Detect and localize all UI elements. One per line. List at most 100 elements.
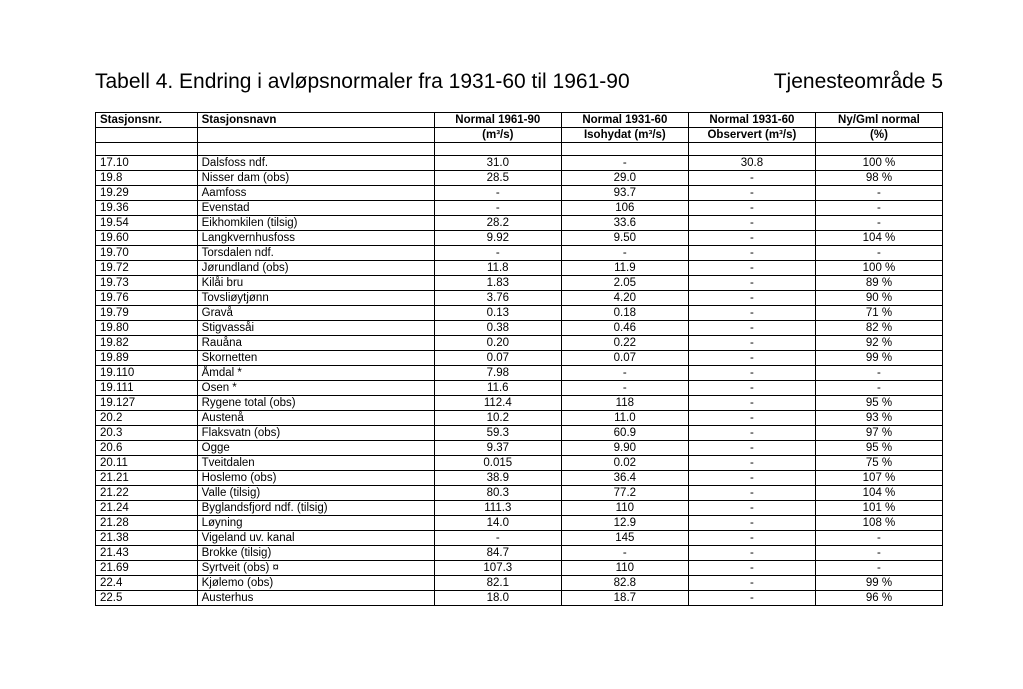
cell-nr: 19.79 <box>96 306 198 321</box>
cell-name: Skornetten <box>197 351 434 366</box>
cell-pct: - <box>815 366 942 381</box>
cell-n6190: 28.5 <box>434 171 561 186</box>
cell-nr: 19.60 <box>96 231 198 246</box>
cell-obs: - <box>688 291 815 306</box>
cell-obs: - <box>688 216 815 231</box>
cell-n6190: 31.0 <box>434 156 561 171</box>
cell-name: Kjølemo (obs) <box>197 576 434 591</box>
cell-nr: 22.5 <box>96 591 198 606</box>
cell-iso: 9.50 <box>561 231 688 246</box>
cell-nr: 21.24 <box>96 501 198 516</box>
sub-c2 <box>197 128 434 143</box>
cell-nr: 20.11 <box>96 456 198 471</box>
cell-obs: - <box>688 246 815 261</box>
cell-n6190: 38.9 <box>434 471 561 486</box>
table-row: 19.70Torsdalen ndf.---- <box>96 246 943 261</box>
cell-pct: 93 % <box>815 411 942 426</box>
cell-iso: 93.7 <box>561 186 688 201</box>
cell-nr: 20.2 <box>96 411 198 426</box>
cell-obs: - <box>688 411 815 426</box>
cell-name: Stigvassåi <box>197 321 434 336</box>
table-row: 19.82Rauåna0.200.22-92 % <box>96 336 943 351</box>
cell-n6190: - <box>434 246 561 261</box>
table-row: 19.8Nisser dam (obs)28.529.0-98 % <box>96 171 943 186</box>
table-row: 19.111Osen *11.6--- <box>96 381 943 396</box>
table-row: 19.110Åmdal *7.98--- <box>96 366 943 381</box>
table-row: 21.69Syrtveit (obs) ¤107.3110-- <box>96 561 943 576</box>
cell-pct: 75 % <box>815 456 942 471</box>
cell-name: Langkvernhusfoss <box>197 231 434 246</box>
table-row: 21.43Brokke (tilsig)84.7--- <box>96 546 943 561</box>
cell-iso: 11.0 <box>561 411 688 426</box>
cell-nr: 20.3 <box>96 426 198 441</box>
cell-name: Vigeland uv. kanal <box>197 531 434 546</box>
cell-pct: - <box>815 546 942 561</box>
cell-pct: 95 % <box>815 441 942 456</box>
cell-name: Aamfoss <box>197 186 434 201</box>
cell-name: Torsdalen ndf. <box>197 246 434 261</box>
cell-pct: 107 % <box>815 471 942 486</box>
col-normal-3160-iso: Normal 1931-60 <box>561 113 688 128</box>
cell-iso: 0.07 <box>561 351 688 366</box>
cell-name: Syrtveit (obs) ¤ <box>197 561 434 576</box>
table-row: 19.76Tovsliøytjønn3.764.20-90 % <box>96 291 943 306</box>
cell-name: Valle (tilsig) <box>197 486 434 501</box>
table-row: 19.36Evenstad-106-- <box>96 201 943 216</box>
cell-n6190: 0.38 <box>434 321 561 336</box>
cell-obs: - <box>688 381 815 396</box>
cell-obs: - <box>688 471 815 486</box>
table-row: 21.38Vigeland uv. kanal-145-- <box>96 531 943 546</box>
table-row: 19.79Gravå0.130.18-71 % <box>96 306 943 321</box>
area-title: Tjenesteområde 5 <box>774 70 943 94</box>
cell-nr: 19.111 <box>96 381 198 396</box>
cell-n6190: 82.1 <box>434 576 561 591</box>
sub-c6: (%) <box>815 128 942 143</box>
cell-name: Ogge <box>197 441 434 456</box>
table-row: 19.54Eikhomkilen (tilsig)28.233.6-- <box>96 216 943 231</box>
cell-nr: 21.28 <box>96 516 198 531</box>
cell-name: Brokke (tilsig) <box>197 546 434 561</box>
cell-pct: 92 % <box>815 336 942 351</box>
table-row: 19.72Jørundland (obs)11.811.9-100 % <box>96 261 943 276</box>
table-row: 19.29Aamfoss-93.7-- <box>96 186 943 201</box>
cell-nr: 19.110 <box>96 366 198 381</box>
cell-nr: 22.4 <box>96 576 198 591</box>
cell-iso: 2.05 <box>561 276 688 291</box>
cell-pct: 71 % <box>815 306 942 321</box>
cell-nr: 21.22 <box>96 486 198 501</box>
cell-obs: - <box>688 561 815 576</box>
cell-obs: - <box>688 306 815 321</box>
cell-nr: 19.82 <box>96 336 198 351</box>
table-row: 22.5Austerhus18.018.7-96 % <box>96 591 943 606</box>
cell-name: Dalsfoss ndf. <box>197 156 434 171</box>
cell-obs: 30.8 <box>688 156 815 171</box>
cell-iso: - <box>561 366 688 381</box>
cell-n6190: 0.015 <box>434 456 561 471</box>
cell-n6190: 0.07 <box>434 351 561 366</box>
cell-iso: 0.18 <box>561 306 688 321</box>
cell-n6190: 7.98 <box>434 366 561 381</box>
header: Tabell 4. Endring i avløpsnormaler fra 1… <box>95 70 943 94</box>
cell-iso: - <box>561 156 688 171</box>
cell-n6190: 28.2 <box>434 216 561 231</box>
cell-n6190: 0.13 <box>434 306 561 321</box>
cell-iso: 18.7 <box>561 591 688 606</box>
cell-n6190: 9.92 <box>434 231 561 246</box>
cell-pct: 99 % <box>815 576 942 591</box>
cell-iso: - <box>561 246 688 261</box>
cell-pct: 90 % <box>815 291 942 306</box>
cell-name: Flaksvatn (obs) <box>197 426 434 441</box>
col-normal-6190: Normal 1961-90 <box>434 113 561 128</box>
table-row: 19.80Stigvassåi0.380.46-82 % <box>96 321 943 336</box>
cell-nr: 19.127 <box>96 396 198 411</box>
cell-n6190: 84.7 <box>434 546 561 561</box>
cell-obs: - <box>688 456 815 471</box>
cell-pct: 101 % <box>815 501 942 516</box>
cell-n6190: 11.8 <box>434 261 561 276</box>
cell-n6190: 14.0 <box>434 516 561 531</box>
table-row: 20.11Tveitdalen0.0150.02-75 % <box>96 456 943 471</box>
cell-n6190: 0.20 <box>434 336 561 351</box>
cell-iso: 33.6 <box>561 216 688 231</box>
cell-nr: 19.29 <box>96 186 198 201</box>
cell-obs: - <box>688 576 815 591</box>
